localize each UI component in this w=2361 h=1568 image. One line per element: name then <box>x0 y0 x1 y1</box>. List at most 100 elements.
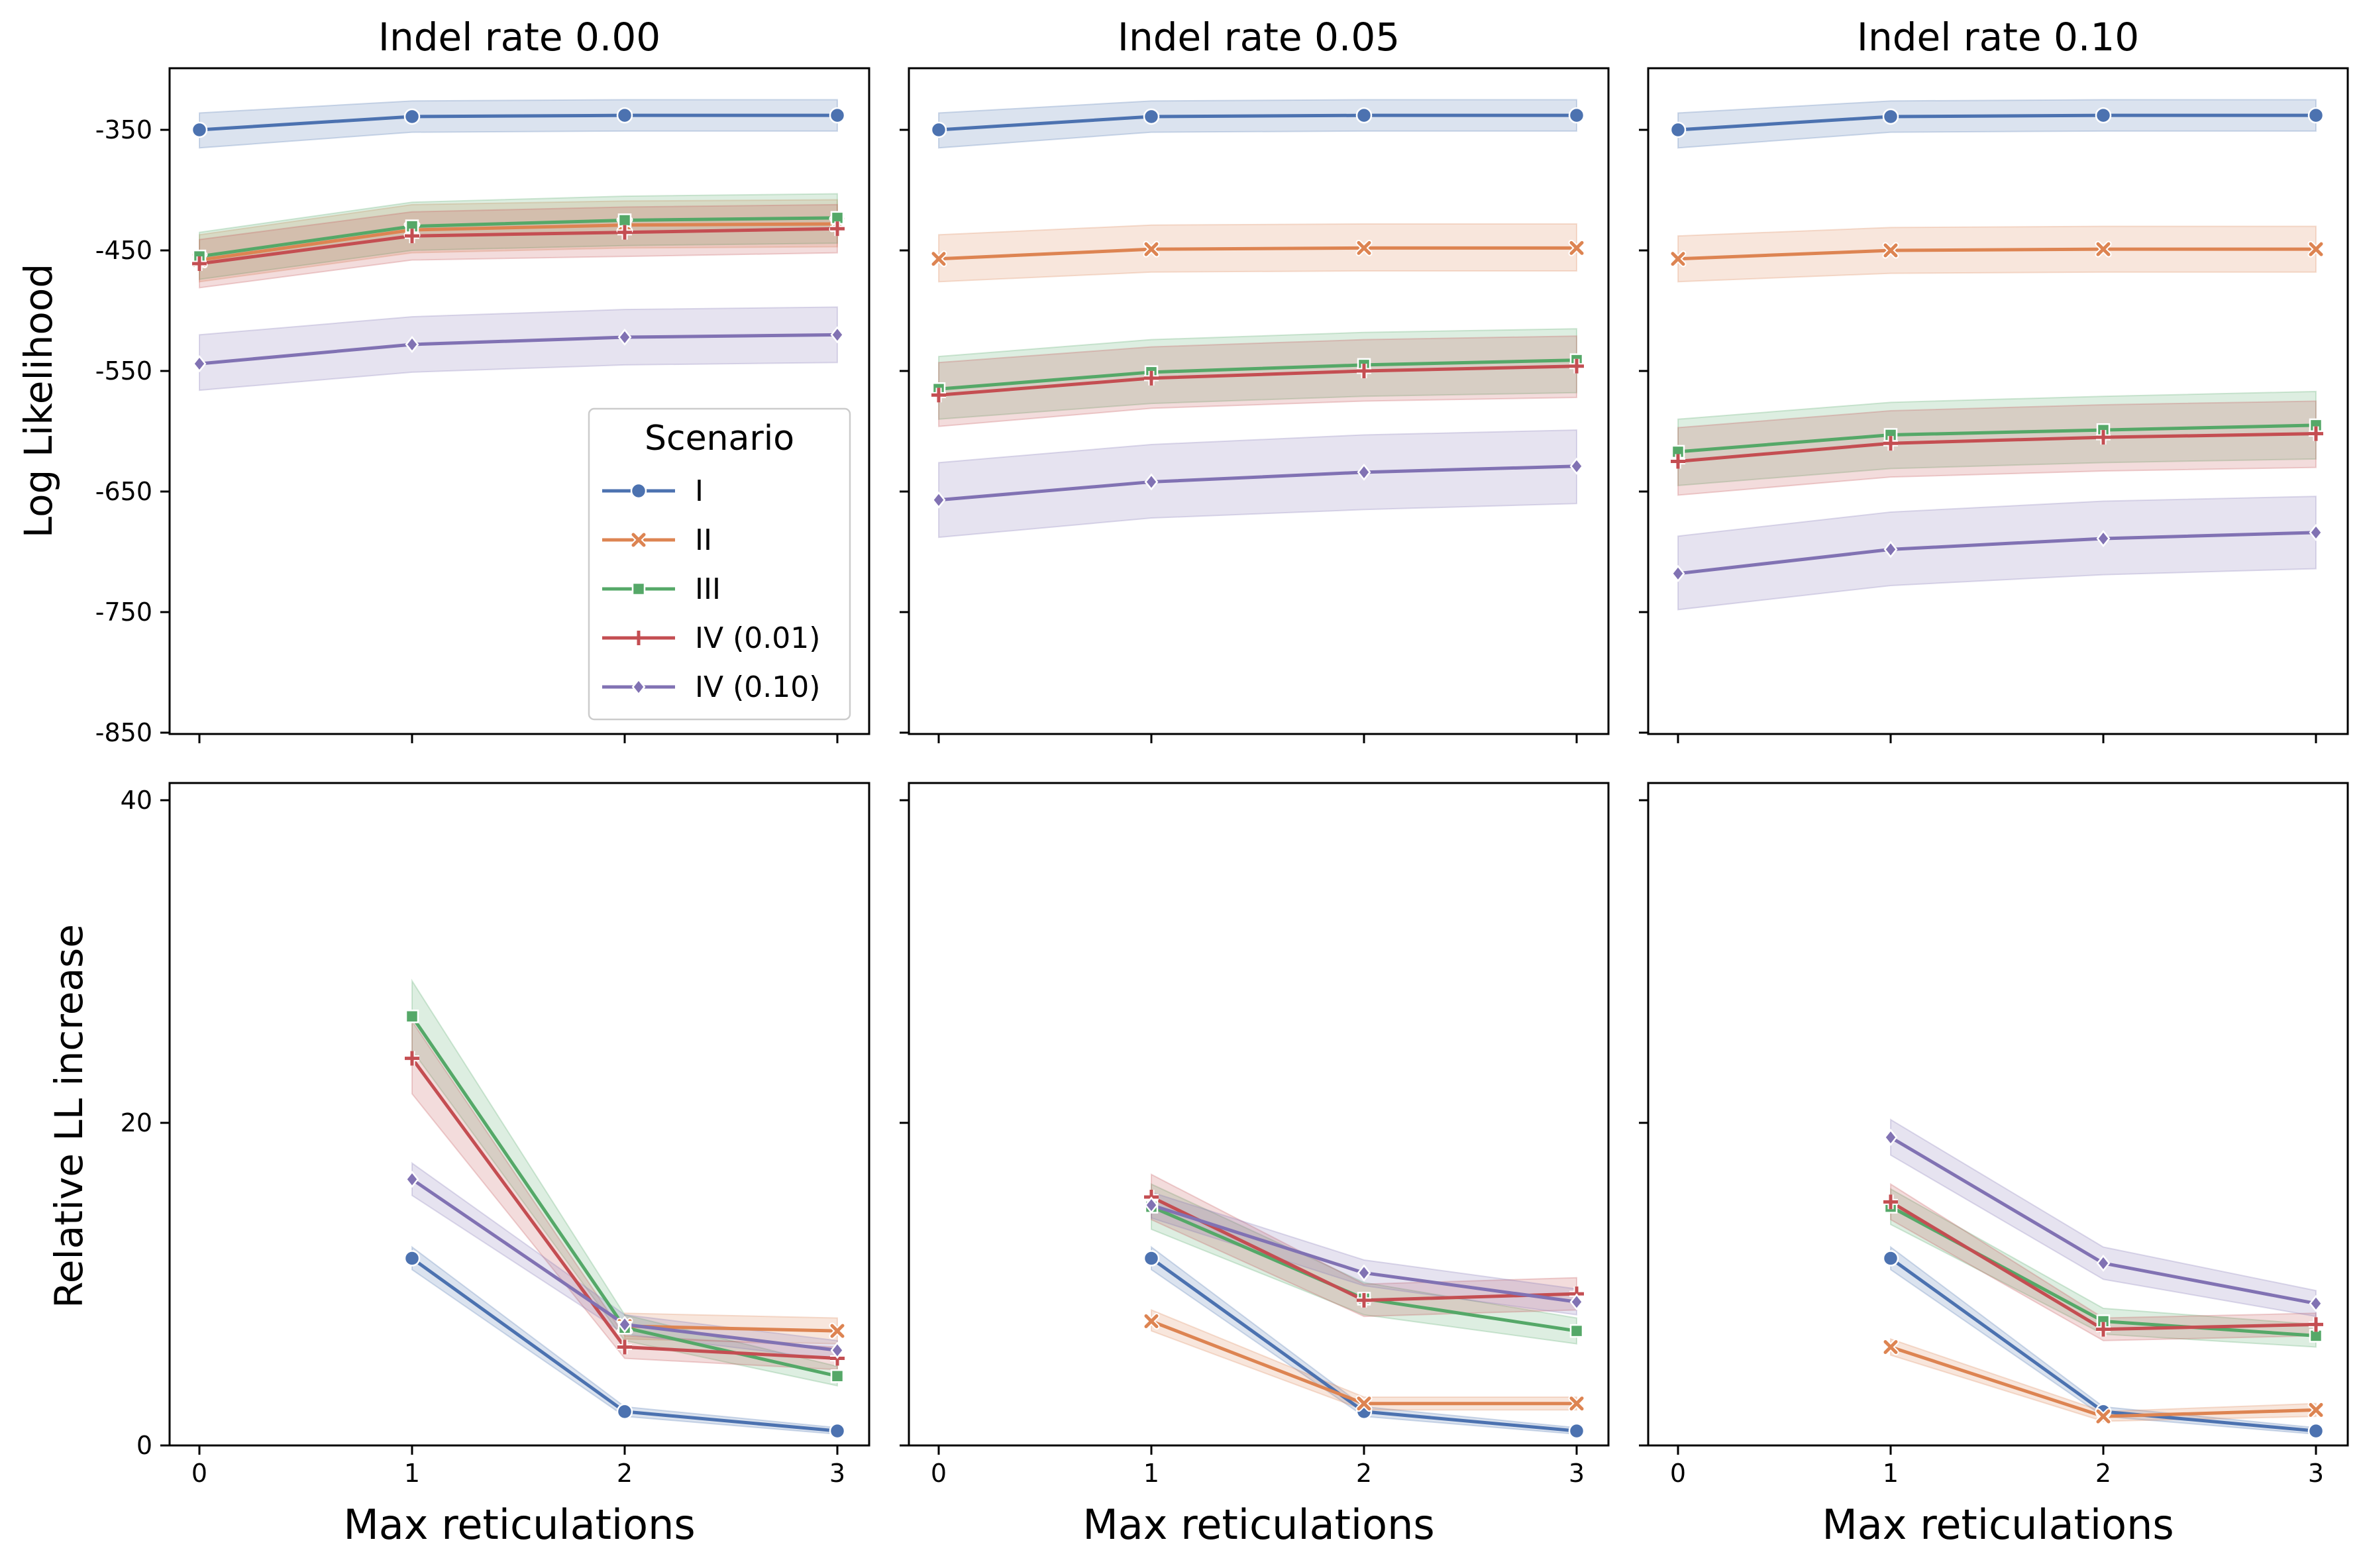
point-p0-iii-2 <box>617 213 632 227</box>
point-p3-i-0 <box>403 1250 421 1267</box>
x-tick-label: 1 <box>1143 1459 1159 1488</box>
line-p1-ii <box>938 246 1577 261</box>
x-axis-label: Max reticulations <box>1822 1500 2174 1549</box>
point-p5-ii-2 <box>2307 1401 2325 1418</box>
band-p1-i <box>938 99 1577 149</box>
point-p3-iv-0-01-0 <box>405 1051 419 1066</box>
y-tick-label: 40 <box>121 786 152 815</box>
point-p4-iv-0-10-2 <box>1569 1293 1584 1311</box>
point-p3-iv-0-10-0 <box>405 1171 419 1188</box>
y-tick-label: -750 <box>95 598 152 627</box>
point-p0-iv-0-10-3 <box>830 326 845 344</box>
panel-title: Indel rate 0.10 <box>1857 15 2139 60</box>
point-p5-iv-0-10-1 <box>2096 1254 2111 1272</box>
point-p3-iv-0-10-2 <box>830 1341 845 1359</box>
panel-title: Indel rate 0.00 <box>378 15 660 60</box>
point-p1-ii-3 <box>1568 239 1585 256</box>
point-p1-iv-0-10-0 <box>931 491 946 509</box>
point-p5-iv-0-01-1 <box>2096 1322 2111 1337</box>
point-p1-ii-1 <box>1143 240 1160 258</box>
point-p2-i-0 <box>1669 121 1687 138</box>
point-p4-iii-2 <box>1569 1324 1584 1338</box>
point-p0-i-0 <box>191 121 208 138</box>
legend-marker-ii <box>630 531 647 549</box>
point-p1-i-1 <box>1143 108 1160 125</box>
point-p5-ii-1 <box>2095 1408 2112 1425</box>
y-tick-label: -350 <box>95 115 152 144</box>
line-p2-iii <box>1677 423 2317 454</box>
line-p0-i <box>199 113 837 132</box>
point-p3-iv-0-01-1 <box>617 1339 632 1355</box>
legend-marker-iv-0-10 <box>631 678 646 696</box>
band-p4-ii <box>1151 1308 1577 1411</box>
y-axis-label-top: Log Likelihood <box>16 264 61 538</box>
band-p2-iii <box>1677 390 2317 486</box>
point-p0-i-3 <box>829 107 846 124</box>
band-p1-iv-0-10 <box>938 429 1577 539</box>
point-p0-i-2 <box>616 107 633 124</box>
line-p1-i <box>938 113 1577 132</box>
point-p2-i-1 <box>1882 108 1899 125</box>
x-tick-label: 0 <box>191 1459 207 1488</box>
legend-label-iv-0-01: IV (0.01) <box>695 621 820 655</box>
x-tick-label: 0 <box>931 1459 947 1488</box>
x-tick-label: 3 <box>1569 1459 1585 1488</box>
panel-frame-0 <box>168 67 870 735</box>
x-tick-label: 3 <box>2308 1459 2324 1488</box>
point-p2-i-2 <box>2095 107 2112 124</box>
point-p0-i-1 <box>403 108 421 125</box>
point-p0-iv-0-01-1 <box>405 229 419 244</box>
line-p3-ii <box>624 1324 838 1333</box>
point-p2-i-3 <box>2307 107 2325 124</box>
y-tick-label: -650 <box>95 477 152 506</box>
point-p1-iv-0-10-2 <box>1357 463 1371 481</box>
line-p1-iv-0-10 <box>938 464 1577 502</box>
point-p4-iv-0-10-0 <box>1144 1196 1159 1214</box>
point-p2-ii-2 <box>2095 240 2112 258</box>
point-p5-ii-0 <box>1882 1338 1899 1355</box>
point-p0-iv-0-10-1 <box>405 335 419 353</box>
band-p0-iii <box>199 193 838 280</box>
band-p2-ii <box>1677 225 2317 283</box>
point-p1-i-3 <box>1568 107 1585 124</box>
y-tick-label: 20 <box>121 1108 152 1137</box>
point-p5-iv-0-10-0 <box>1883 1128 1898 1146</box>
point-p2-ii-0 <box>1669 250 1687 268</box>
legend-marker-iii <box>631 582 646 596</box>
point-p0-iv-0-01-3 <box>830 221 845 236</box>
labels: -350 -450 -550 -650 -750 -850 Indel rate 0.00 I… <box>16 15 2324 1549</box>
point-p5-iv-0-10-2 <box>2309 1294 2323 1312</box>
point-p4-iv-0-01-1 <box>1357 1292 1371 1308</box>
line-p2-iv-0-10 <box>1677 531 2317 576</box>
legend-label-iii: III <box>695 572 721 606</box>
band-p3-iii <box>411 978 838 1387</box>
point-p1-iv-0-01-3 <box>1569 358 1584 374</box>
panel-frame-3 <box>168 782 870 1447</box>
line-p2-iv-0-01 <box>1677 432 2317 463</box>
x-tick-label: 1 <box>1883 1459 1899 1488</box>
y-tick-label: -450 <box>95 236 152 265</box>
panel-frame-2 <box>1647 67 2349 735</box>
point-p2-iv-0-10-1 <box>1883 541 1898 558</box>
point-p2-ii-3 <box>2307 240 2325 258</box>
point-p2-iv-0-10-0 <box>1671 564 1685 582</box>
point-p5-iv-0-01-0 <box>1883 1194 1898 1210</box>
point-p4-i-2 <box>1568 1422 1585 1439</box>
point-p0-iv-0-10-0 <box>192 355 207 373</box>
y-tick-label: 0 <box>136 1431 152 1460</box>
x-tick-label: 3 <box>829 1459 845 1488</box>
point-p0-iv-0-10-2 <box>617 329 632 346</box>
point-p1-iv-0-01-0 <box>931 388 946 403</box>
point-p4-iv-0-10-1 <box>1357 1264 1371 1282</box>
point-p2-iv-0-10-2 <box>2096 529 2111 547</box>
legend-label-iv-0-10: IV (0.10) <box>695 670 820 704</box>
legend-title: Scenario <box>645 419 794 458</box>
point-p5-i-2 <box>2307 1422 2325 1439</box>
point-p2-iv-0-01-1 <box>1883 436 1898 451</box>
point-p3-iii-0 <box>405 1010 419 1023</box>
band-p2-iv-0-01 <box>1677 400 2317 496</box>
point-p2-iv-0-10-3 <box>2309 523 2323 541</box>
point-p2-iv-0-01-2 <box>2096 430 2111 445</box>
